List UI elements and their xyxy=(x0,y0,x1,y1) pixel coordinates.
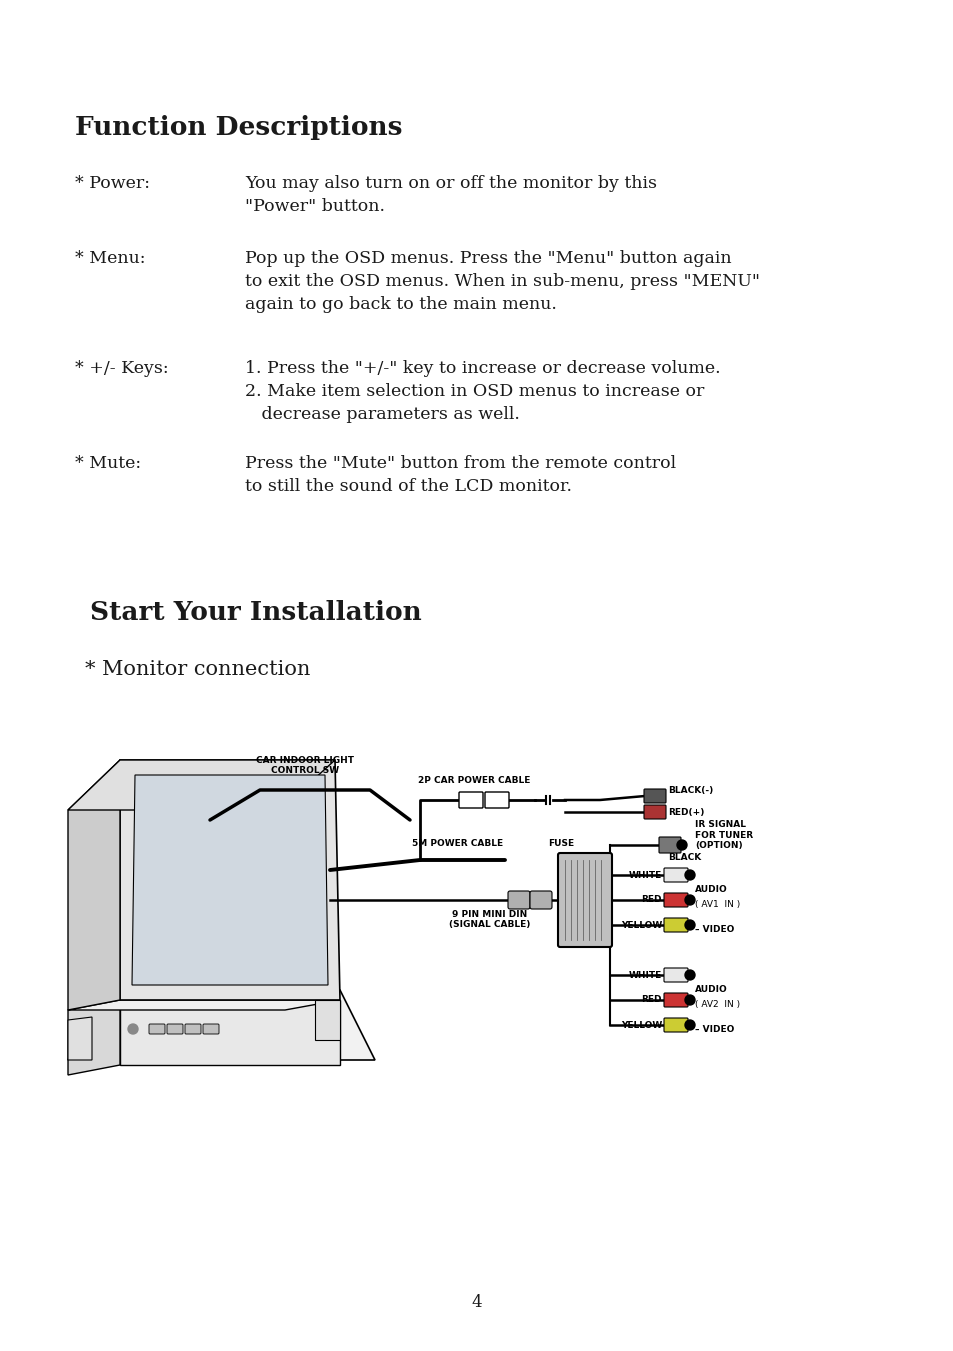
FancyBboxPatch shape xyxy=(663,867,687,882)
FancyBboxPatch shape xyxy=(558,852,612,947)
FancyBboxPatch shape xyxy=(149,1024,165,1034)
Circle shape xyxy=(684,970,695,979)
Polygon shape xyxy=(68,1000,120,1075)
Circle shape xyxy=(128,1024,138,1034)
FancyBboxPatch shape xyxy=(643,805,665,819)
FancyBboxPatch shape xyxy=(663,1019,687,1032)
Text: 1. Press the "+/-" key to increase or decrease volume.
2. Make item selection in: 1. Press the "+/-" key to increase or de… xyxy=(245,359,720,423)
Circle shape xyxy=(684,1020,695,1029)
FancyBboxPatch shape xyxy=(530,892,552,909)
Text: YELLOW: YELLOW xyxy=(620,920,661,929)
Text: BLACK(-): BLACK(-) xyxy=(667,785,713,794)
FancyBboxPatch shape xyxy=(167,1024,183,1034)
Text: AUDIO: AUDIO xyxy=(695,985,727,994)
FancyBboxPatch shape xyxy=(643,789,665,802)
Text: Start Your Installation: Start Your Installation xyxy=(90,600,421,626)
Text: You may also turn on or off the monitor by this
"Power" button.: You may also turn on or off the monitor … xyxy=(245,176,657,215)
Polygon shape xyxy=(68,1017,91,1061)
Text: YELLOW: YELLOW xyxy=(620,1020,661,1029)
Circle shape xyxy=(684,870,695,880)
Text: Function Descriptions: Function Descriptions xyxy=(75,115,402,141)
Text: * +/- Keys:: * +/- Keys: xyxy=(75,359,169,377)
FancyBboxPatch shape xyxy=(663,917,687,932)
Text: – VIDEO: – VIDEO xyxy=(695,925,734,935)
Text: 5M POWER CABLE: 5M POWER CABLE xyxy=(412,839,503,848)
Text: Pop up the OSD menus. Press the "Menu" button again
to exit the OSD menus. When : Pop up the OSD menus. Press the "Menu" b… xyxy=(245,250,760,312)
Text: * Monitor connection: * Monitor connection xyxy=(85,661,310,680)
Text: 2P CAR POWER CABLE: 2P CAR POWER CABLE xyxy=(417,775,530,785)
Circle shape xyxy=(684,994,695,1005)
Text: RED(+): RED(+) xyxy=(667,808,703,816)
Text: ( AV2  IN ): ( AV2 IN ) xyxy=(695,1001,740,1009)
FancyBboxPatch shape xyxy=(484,792,509,808)
FancyBboxPatch shape xyxy=(663,893,687,907)
Polygon shape xyxy=(68,990,375,1061)
FancyBboxPatch shape xyxy=(507,892,530,909)
Text: WHITE: WHITE xyxy=(628,870,661,880)
Polygon shape xyxy=(68,761,335,811)
Text: 9 PIN MINI DIN
(SIGNAL CABLE): 9 PIN MINI DIN (SIGNAL CABLE) xyxy=(449,911,530,929)
Text: 4: 4 xyxy=(471,1294,482,1310)
Circle shape xyxy=(677,840,686,850)
FancyBboxPatch shape xyxy=(663,969,687,982)
FancyBboxPatch shape xyxy=(203,1024,219,1034)
Polygon shape xyxy=(132,775,328,985)
Text: * Menu:: * Menu: xyxy=(75,250,146,267)
Circle shape xyxy=(684,920,695,929)
Text: * Mute:: * Mute: xyxy=(75,455,141,471)
Text: RED: RED xyxy=(640,996,661,1005)
Text: AUDIO: AUDIO xyxy=(695,885,727,894)
Polygon shape xyxy=(120,1000,339,1065)
Polygon shape xyxy=(120,761,339,1000)
Polygon shape xyxy=(68,761,120,1011)
Polygon shape xyxy=(314,1000,339,1040)
Text: RED: RED xyxy=(640,896,661,905)
Text: Press the "Mute" button from the remote control
to still the sound of the LCD mo: Press the "Mute" button from the remote … xyxy=(245,455,676,494)
Text: WHITE: WHITE xyxy=(628,970,661,979)
Text: – VIDEO: – VIDEO xyxy=(695,1025,734,1035)
Text: ( AV1  IN ): ( AV1 IN ) xyxy=(695,901,740,909)
Text: IR SIGNAL
FOR TUNER
(OPTION): IR SIGNAL FOR TUNER (OPTION) xyxy=(695,820,752,850)
FancyBboxPatch shape xyxy=(659,838,680,852)
Text: BLACK: BLACK xyxy=(667,854,700,862)
FancyBboxPatch shape xyxy=(663,993,687,1006)
FancyBboxPatch shape xyxy=(185,1024,201,1034)
Text: CAR INDOOR LIGHT
CONTROL SW: CAR INDOOR LIGHT CONTROL SW xyxy=(255,755,354,775)
Circle shape xyxy=(684,894,695,905)
Polygon shape xyxy=(68,1000,339,1011)
FancyBboxPatch shape xyxy=(458,792,482,808)
Text: * Power:: * Power: xyxy=(75,176,150,192)
Text: FUSE: FUSE xyxy=(547,839,574,848)
